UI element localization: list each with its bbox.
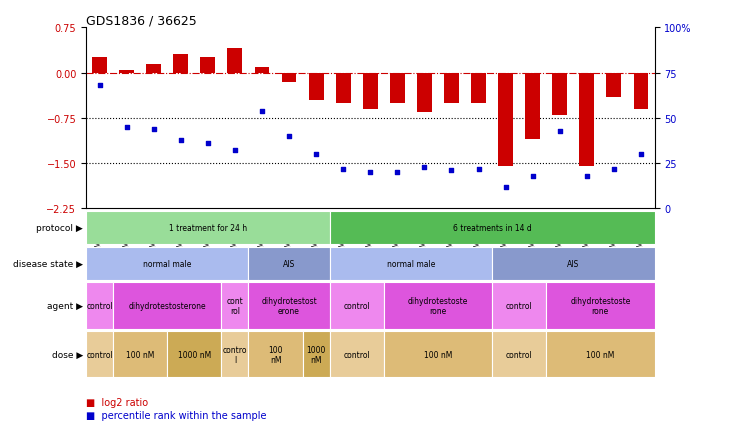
Point bbox=[418, 164, 430, 171]
Bar bbox=[607, 73, 622, 98]
Bar bbox=[248, 283, 330, 329]
Bar bbox=[86, 212, 330, 244]
Point bbox=[175, 137, 187, 144]
Bar bbox=[119, 70, 134, 73]
Bar bbox=[384, 332, 492, 378]
Bar bbox=[248, 247, 330, 280]
Text: cont
rol: cont rol bbox=[227, 296, 243, 316]
Text: 1000 nM: 1000 nM bbox=[178, 350, 211, 359]
Bar bbox=[492, 247, 654, 280]
Text: 100 nM: 100 nM bbox=[126, 350, 154, 359]
Text: 100 nM: 100 nM bbox=[424, 350, 452, 359]
Point bbox=[310, 151, 322, 158]
Text: control: control bbox=[86, 350, 113, 359]
Text: normal male: normal male bbox=[143, 259, 191, 268]
Bar bbox=[336, 73, 351, 104]
Point bbox=[202, 141, 214, 148]
Text: 100 nM: 100 nM bbox=[586, 350, 615, 359]
Bar bbox=[330, 283, 384, 329]
Point bbox=[120, 124, 132, 131]
Text: control: control bbox=[506, 301, 533, 310]
Text: dihydrotestoste
rone: dihydrotestoste rone bbox=[408, 296, 468, 316]
Bar bbox=[330, 212, 654, 244]
Point bbox=[283, 133, 295, 140]
Text: dihydrotestosterone: dihydrotestosterone bbox=[129, 301, 206, 310]
Bar bbox=[281, 73, 296, 82]
Point bbox=[256, 108, 268, 115]
Point bbox=[473, 166, 485, 173]
Bar bbox=[580, 73, 594, 167]
Text: 6 treatments in 14 d: 6 treatments in 14 d bbox=[453, 224, 531, 233]
Point bbox=[147, 126, 159, 133]
Point bbox=[446, 168, 458, 174]
Point bbox=[635, 151, 647, 158]
Text: disease state ▶: disease state ▶ bbox=[13, 259, 83, 268]
Bar bbox=[417, 73, 432, 112]
Text: contro
l: contro l bbox=[223, 345, 247, 364]
Bar bbox=[471, 73, 486, 104]
Point bbox=[527, 173, 539, 180]
Text: agent ▶: agent ▶ bbox=[47, 301, 83, 310]
Point bbox=[608, 166, 620, 173]
Text: control: control bbox=[506, 350, 533, 359]
Point bbox=[500, 184, 512, 191]
Point bbox=[94, 82, 105, 89]
Bar bbox=[86, 283, 113, 329]
Bar bbox=[248, 332, 303, 378]
Text: dihydrotestoste
rone: dihydrotestoste rone bbox=[570, 296, 631, 316]
Bar bbox=[147, 64, 161, 73]
Text: control: control bbox=[86, 301, 113, 310]
Point bbox=[554, 128, 565, 135]
Text: 1000
nM: 1000 nM bbox=[307, 345, 326, 364]
Text: AIS: AIS bbox=[567, 259, 580, 268]
Bar bbox=[498, 73, 513, 167]
Bar bbox=[227, 49, 242, 73]
Bar bbox=[363, 73, 378, 109]
Text: dose ▶: dose ▶ bbox=[52, 350, 83, 359]
Bar bbox=[309, 73, 324, 101]
Bar bbox=[384, 283, 492, 329]
Bar bbox=[200, 58, 215, 73]
Bar bbox=[254, 67, 269, 73]
Bar bbox=[86, 332, 113, 378]
Text: GDS1836 / 36625: GDS1836 / 36625 bbox=[86, 14, 197, 27]
Bar bbox=[113, 283, 221, 329]
Text: control: control bbox=[343, 350, 370, 359]
Bar bbox=[168, 332, 221, 378]
Bar bbox=[444, 73, 459, 104]
Bar bbox=[634, 73, 649, 109]
Bar bbox=[525, 73, 540, 140]
Bar bbox=[492, 283, 546, 329]
Text: 1 treatment for 24 h: 1 treatment for 24 h bbox=[169, 224, 247, 233]
Text: normal male: normal male bbox=[387, 259, 435, 268]
Text: ■  log2 ratio: ■ log2 ratio bbox=[86, 397, 148, 407]
Bar bbox=[174, 55, 188, 73]
Bar bbox=[492, 332, 546, 378]
Bar bbox=[546, 332, 654, 378]
Point bbox=[391, 169, 403, 176]
Text: AIS: AIS bbox=[283, 259, 295, 268]
Bar bbox=[546, 283, 654, 329]
Bar bbox=[390, 73, 405, 104]
Bar bbox=[221, 283, 248, 329]
Text: protocol ▶: protocol ▶ bbox=[37, 224, 83, 233]
Point bbox=[581, 173, 593, 180]
Bar bbox=[86, 247, 248, 280]
Text: control: control bbox=[343, 301, 370, 310]
Bar bbox=[92, 58, 107, 73]
Text: 100
nM: 100 nM bbox=[269, 345, 283, 364]
Point bbox=[364, 169, 376, 176]
Bar bbox=[552, 73, 567, 115]
Bar bbox=[330, 332, 384, 378]
Point bbox=[337, 166, 349, 173]
Bar bbox=[221, 332, 248, 378]
Bar bbox=[113, 332, 168, 378]
Point bbox=[229, 148, 241, 155]
Bar bbox=[330, 247, 492, 280]
Text: dihydrotestost
erone: dihydrotestost erone bbox=[261, 296, 317, 316]
Text: ■  percentile rank within the sample: ■ percentile rank within the sample bbox=[86, 410, 266, 420]
Bar bbox=[303, 332, 330, 378]
